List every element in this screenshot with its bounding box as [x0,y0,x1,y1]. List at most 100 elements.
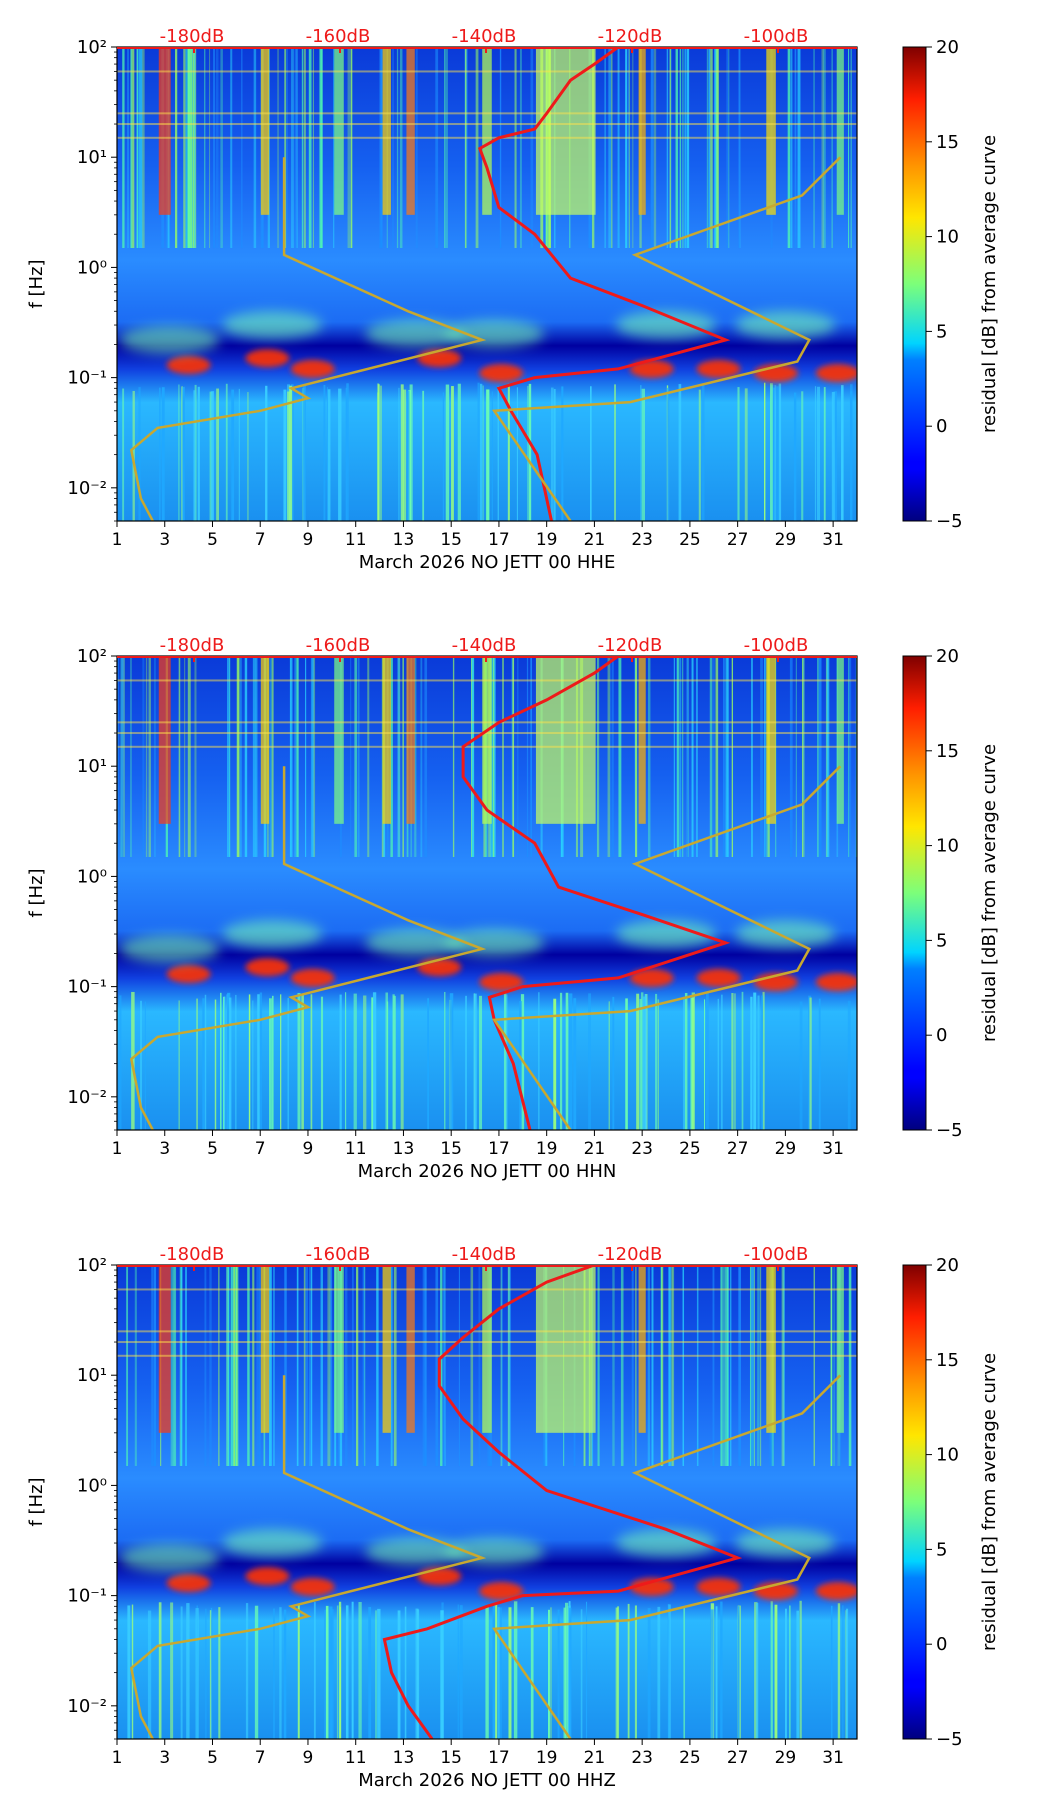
streak-high-41 [194,656,197,858]
streak-low-74 [225,383,228,521]
streak-low-46 [140,1000,142,1130]
streak-low-70 [338,388,342,521]
x-tick-label-23: 23 [631,1748,653,1768]
streak-low-58 [186,1603,190,1739]
streak-high-87 [271,656,274,858]
streak-low-25 [380,385,382,521]
streak-high-40 [153,1265,157,1467]
noise-band-3 [382,1265,391,1433]
streak-low-58 [181,386,183,521]
streak-high-64 [247,1265,250,1467]
streak-high-16 [443,1265,446,1467]
streak-high-95 [604,47,606,249]
streak-high-43 [204,47,206,249]
top-dB-label-0: -180dB [160,1244,225,1265]
streak-low-26 [508,1607,512,1739]
streak-low-32 [846,1608,849,1739]
streak-high-118 [367,656,370,858]
streak-low-48 [211,391,214,521]
streak-high-95 [362,1265,365,1467]
streak-high-55 [676,656,680,858]
x-tick-label-13: 13 [393,1139,415,1159]
top-dB-label-4: -100dB [744,26,809,47]
streak-low-74 [227,992,231,1130]
x-tick-label-27: 27 [727,1139,749,1159]
streak-low-80 [228,997,232,1130]
top-dB-label-1: -160dB [306,1244,371,1265]
streak-low-33 [547,1609,550,1739]
streak-high-39 [239,656,242,858]
streak-high-48 [117,656,120,858]
streak-high-92 [435,1265,439,1467]
x-tick-label-13: 13 [393,1748,415,1768]
streak-low-39 [404,1606,407,1739]
microseism-blob-2 [290,968,335,987]
streak-high-49 [241,47,243,249]
streak-low-65 [477,382,480,521]
streak-high-91 [660,1265,662,1467]
streak-low-81 [717,998,719,1130]
streak-high-78 [671,1265,675,1467]
microseism-blob-2 [290,1577,335,1596]
streak-low-35 [757,995,760,1130]
streak-high-110 [327,1265,331,1467]
streak-low-36 [144,1001,146,1130]
streak-low-48 [639,998,642,1130]
streak-low-18 [218,1607,221,1739]
streak-low-73 [392,994,395,1130]
x-tick-label-9: 9 [303,530,314,550]
streak-high-23 [625,47,627,249]
streak-high-97 [291,47,294,249]
streak-high-40 [296,656,299,858]
streak-high-69 [684,47,687,249]
streak-high-83 [709,656,713,858]
streak-low-44 [778,383,782,521]
streak-low-53 [444,991,446,1130]
x-tick-label-15: 15 [440,1748,462,1768]
streak-high-115 [691,656,694,858]
streak-low-29 [770,1601,773,1739]
streak-high-77 [635,1265,637,1467]
streak-high-93 [244,656,248,858]
streak-high-37 [236,656,240,858]
streak-high-97 [204,1265,207,1467]
streak-low-7 [640,992,644,1130]
streak-low-75 [449,993,454,1130]
streak-low-86 [400,384,404,521]
microseism-blob-2 [290,359,335,378]
streak-low-47 [194,384,197,521]
streak-low-4 [375,1610,377,1739]
streak-high-106 [675,47,678,249]
streak-high-48 [833,1265,835,1467]
streak-high-58 [818,656,822,858]
streak-low-78 [235,994,237,1130]
streak-high-25 [170,1265,173,1467]
microseism-blob-6 [696,1577,741,1596]
streak-low-18 [214,999,217,1130]
x-tick-label-1: 1 [112,530,123,550]
line-artifact-2 [117,1330,857,1333]
streak-high-55 [356,1265,359,1467]
colorbar-tick-label-2: 5 [936,321,947,342]
streak-low-57 [666,387,670,521]
streak-high-105 [180,1265,183,1467]
y-tick-label-0: 10⁻² [67,1087,107,1108]
streak-low-67 [636,993,640,1130]
top-dB-label-0: -180dB [160,26,225,47]
streak-high-90 [727,1265,729,1467]
streak-high-119 [273,1265,275,1467]
noise-band-1 [260,656,270,824]
x-tick-label-7: 7 [255,1139,266,1159]
noise-band-1 [260,47,270,215]
streak-high-65 [597,1265,600,1467]
streak-low-62 [516,387,518,521]
streak-low-84 [831,391,835,521]
streak-low-24 [564,1602,569,1739]
streak-high-49 [310,656,314,858]
microseism-blob-8 [815,973,857,992]
streak-high-79 [751,1265,754,1467]
colorbar-gradient [902,46,927,522]
line-artifact-1 [117,1341,857,1344]
streak-high-78 [723,656,725,858]
